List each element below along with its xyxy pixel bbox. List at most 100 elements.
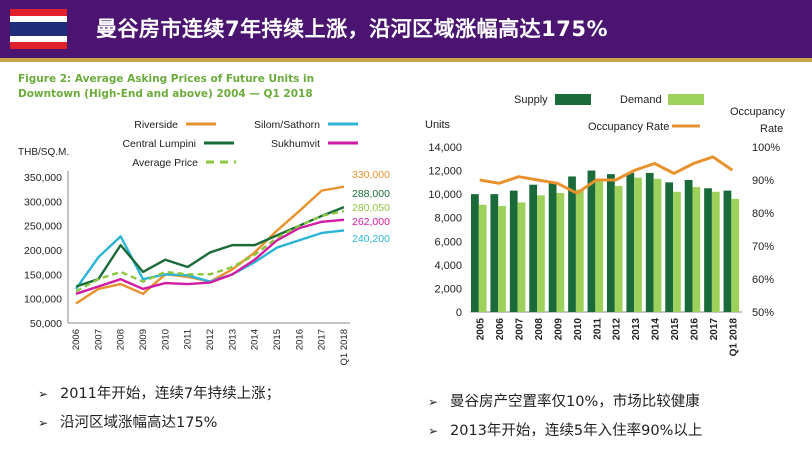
x-tick-label: 2013 (631, 318, 642, 341)
x-tick-label: 2014 (250, 329, 261, 350)
series-line-riverside (75, 185, 345, 305)
legend-label: Riverside (134, 119, 178, 131)
legend-label: Supply (514, 94, 548, 106)
y2-axis-label-line2: Rate (760, 123, 783, 135)
bar-demand (731, 198, 740, 312)
x-tick-label: 2007 (515, 318, 526, 341)
bar-demand (634, 177, 642, 312)
flag-stripe-white-1 (10, 16, 67, 22)
y-tick-label: 100,000 (24, 294, 62, 306)
y-tick-label: 10,000 (428, 189, 462, 201)
arrow-icon: ➢ (38, 387, 49, 401)
y2-tick-label: 100% (752, 142, 780, 154)
arrow-icon: ➢ (428, 424, 439, 438)
flag-stripe-blue (10, 22, 67, 36)
x-tick-label: 2008 (534, 318, 545, 341)
bar-supply (587, 170, 596, 312)
y-tick-label: 200,000 (24, 245, 62, 257)
bar-demand (692, 187, 701, 312)
y-tick-label: 12,000 (428, 166, 462, 178)
x-tick-label: 2012 (205, 329, 216, 350)
y-tick-label: 150,000 (24, 269, 62, 281)
series-line-occupancy-rate (479, 155, 734, 195)
legend-label: Average Price (132, 157, 198, 169)
bar-supply (509, 190, 518, 312)
bar-supply (626, 172, 635, 312)
data-label: 262,000 (352, 216, 390, 228)
legend-label: Central Lumpini (122, 138, 196, 150)
x-tick-label: 2006 (71, 329, 82, 350)
bullet-left-2: ➢ 沿河区域涨幅高达175% (38, 411, 217, 432)
bar-demand (614, 185, 623, 312)
data-label: 330,000 (352, 169, 390, 181)
y-tick-label: 6,000 (434, 236, 462, 248)
header-divider (0, 58, 812, 62)
bar-supply (490, 194, 499, 312)
x-tick-label: 2017 (317, 329, 328, 350)
legend-swatch (668, 94, 704, 105)
y-axis-label: THB/SQ.M. (18, 147, 69, 158)
y2-tick-label: 90% (752, 175, 774, 187)
bar-supply (548, 182, 557, 312)
bar-supply (684, 180, 693, 312)
bullet-left-2-text: 沿河区域涨幅高达175% (60, 415, 218, 431)
bar-demand (595, 180, 604, 312)
x-tick-label: 2011 (592, 318, 603, 340)
x-tick-label: 2015 (670, 318, 681, 341)
bar-supply (471, 194, 479, 312)
x-tick-label: 2005 (476, 318, 487, 341)
left-chart-title: Figure 2: Average Asking Prices of Futur… (18, 73, 315, 100)
header-bar (0, 0, 812, 58)
legend-swatch (555, 94, 591, 105)
x-tick-label: Q1 2018 (728, 318, 739, 357)
bar-supply (665, 182, 674, 312)
x-tick-label: 2012 (612, 318, 623, 341)
y-axis-label: Units (425, 119, 451, 131)
y-tick-label: 50,000 (30, 318, 62, 330)
y2-axis-label-line1: Occupancy (730, 106, 786, 118)
y-tick-label: 4,000 (434, 260, 462, 272)
legend-label: Sukhumvit (271, 138, 320, 150)
y2-tick-label: 60% (752, 274, 774, 286)
x-tick-label: 2016 (294, 329, 305, 350)
x-tick-label: 2007 (93, 329, 104, 350)
flag-stripe-top (10, 9, 67, 16)
x-tick-label: 2011 (183, 329, 194, 349)
bar-demand (673, 191, 681, 312)
bar-demand (653, 178, 662, 312)
arrow-icon: ➢ (38, 416, 49, 430)
y-tick-label: 8,000 (434, 213, 462, 225)
y2-tick-label: 50% (752, 307, 774, 319)
x-tick-label: 2010 (573, 318, 584, 341)
x-tick-label: 2017 (709, 318, 720, 341)
bar-demand (575, 189, 584, 312)
y-tick-label: 350,000 (24, 172, 62, 184)
bar-supply (607, 174, 615, 312)
series-line-sukhumvit (75, 218, 345, 295)
y-tick-label: 0 (456, 307, 462, 319)
x-tick-label: 2009 (138, 329, 149, 350)
y2-tick-label: 80% (752, 208, 774, 220)
bar-demand (517, 202, 526, 312)
data-label: 240,200 (352, 233, 390, 245)
bar-supply (704, 188, 712, 312)
x-tick-label: 2006 (495, 318, 506, 341)
bar-supply (645, 172, 654, 312)
flag-stripe-bottom (10, 42, 67, 49)
x-tick-label: 2016 (689, 318, 700, 341)
bullet-right-1-text: 曼谷房产空置率仅10%，市场比较健康 (450, 394, 700, 410)
arrow-icon: ➢ (428, 395, 439, 409)
flag-stripe-white-2 (10, 36, 67, 42)
bar-demand (556, 192, 565, 312)
x-tick-label: 2013 (227, 329, 238, 350)
series-line-central-lumpini (75, 206, 345, 288)
page-title: 曼谷房市连续7年持续上涨，沿河区域涨幅高达175% (96, 17, 608, 41)
bar-supply (568, 176, 576, 312)
x-tick-label: 2009 (553, 318, 564, 341)
bullet-right-1: ➢ 曼谷房产空置率仅10%，市场比较健康 (428, 390, 700, 411)
x-tick-label: 2015 (272, 329, 283, 350)
bar-demand (711, 191, 720, 312)
series-line-silom-sathorn (75, 229, 345, 290)
x-tick-label: 2008 (116, 329, 127, 350)
bullet-left-1: ➢ 2011年开始，连续7年持续上涨； (38, 382, 280, 403)
